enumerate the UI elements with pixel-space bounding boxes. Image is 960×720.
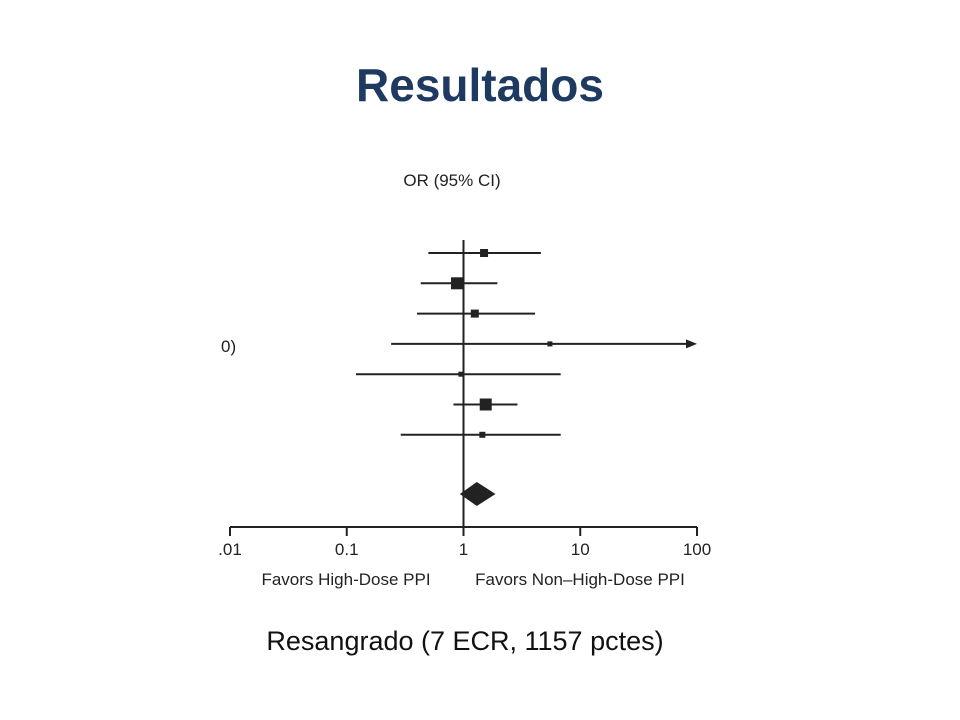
- study-point: [479, 431, 486, 438]
- study-point: [479, 398, 492, 411]
- slide-caption: Resangrado (7 ECR, 1157 pctes): [266, 626, 664, 656]
- study-point: [547, 341, 553, 347]
- study-point: [458, 371, 464, 377]
- slide-title: Resultados: [356, 59, 604, 111]
- pooled-diamond: [459, 482, 496, 506]
- study-point: [480, 249, 489, 257]
- x-tick-label: 100: [683, 540, 711, 559]
- x-label-left: Favors High-Dose PPI: [261, 570, 430, 589]
- x-label-right: Favors Non–High-Dose PPI: [475, 570, 685, 589]
- x-tick-label: .01: [218, 540, 242, 559]
- ci-arrow: [686, 339, 697, 349]
- study-point: [470, 309, 479, 318]
- column-header: OR (95% CI): [403, 171, 500, 190]
- study-point: [451, 277, 464, 290]
- partial-row-label: 0): [221, 337, 236, 356]
- x-tick-label: 10: [571, 540, 590, 559]
- x-tick-label: 0.1: [335, 540, 359, 559]
- x-tick-label: 1: [459, 540, 468, 559]
